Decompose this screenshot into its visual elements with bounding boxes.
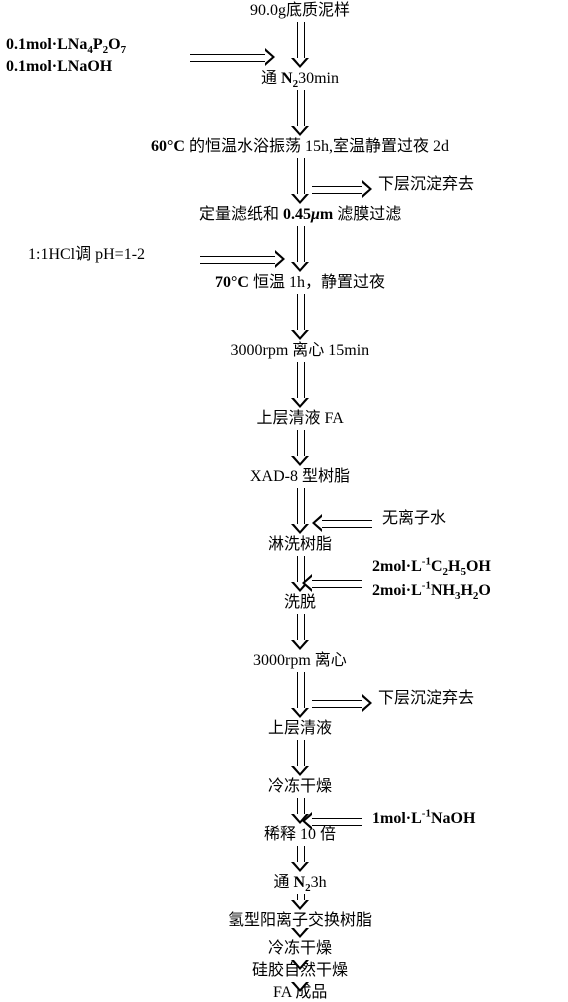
side-text-a1-0: 下层沉淀弃去 bbox=[378, 176, 474, 194]
step-s16: 冷冻干燥 bbox=[268, 940, 332, 958]
step-s8: 淋洗树脂 bbox=[268, 536, 332, 554]
side-text-a5-0: 下层沉淀弃去 bbox=[378, 690, 474, 708]
down-arrow-15 bbox=[293, 932, 307, 938]
side-text-a4-1: 2moi·L-1NH3H2O bbox=[372, 580, 491, 603]
side-arrow-a2 bbox=[200, 252, 285, 266]
step-s13: 稀释 10 倍 bbox=[264, 826, 336, 844]
step-s1: 通 N230min bbox=[261, 70, 339, 90]
step-s14: 通 N23h bbox=[274, 874, 327, 894]
down-arrow-7 bbox=[293, 488, 307, 534]
side-arrow-a3 bbox=[312, 516, 372, 530]
down-arrow-2 bbox=[293, 158, 307, 204]
down-arrow-1 bbox=[293, 90, 307, 136]
step-s6: 上层清液 FA bbox=[257, 410, 344, 428]
side-text-a0-1: 0.1mol·LNaOH bbox=[6, 58, 112, 76]
step-s15: 氢型阳离子交换树脂 bbox=[228, 912, 372, 930]
side-text-a6-0: 1mol·L-1NaOH bbox=[372, 808, 475, 828]
side-arrow-a1 bbox=[312, 182, 372, 196]
step-s10: 3000rpm 离心 bbox=[253, 652, 347, 670]
side-text-a2-0: 1:1HCl调 pH=1-2 bbox=[28, 246, 145, 264]
step-s7: XAD-8 型树脂 bbox=[250, 468, 350, 486]
side-text-a3-0: 无离子水 bbox=[382, 510, 446, 528]
down-arrow-17 bbox=[293, 982, 307, 992]
down-arrow-3 bbox=[293, 226, 307, 272]
down-arrow-0 bbox=[293, 22, 307, 68]
down-arrow-16 bbox=[293, 960, 307, 970]
step-s11: 上层清液 bbox=[268, 720, 332, 738]
side-arrow-a0 bbox=[190, 50, 275, 64]
side-arrow-a5 bbox=[312, 696, 372, 710]
step-s5: 3000rpm 离心 15min bbox=[231, 342, 370, 360]
down-arrow-11 bbox=[293, 740, 307, 776]
side-text-a0-0: 0.1mol·LNa4P2O7 bbox=[6, 36, 126, 56]
down-arrow-5 bbox=[293, 362, 307, 408]
down-arrow-14 bbox=[293, 894, 307, 910]
side-arrow-a6 bbox=[302, 814, 362, 828]
side-text-a4-0: 2mol·L-1C2H5OH bbox=[372, 556, 491, 579]
down-arrow-9 bbox=[293, 614, 307, 650]
step-s12: 冷冻干燥 bbox=[268, 778, 332, 796]
step-s3: 定量滤纸和 0.45μm 滤膜过滤 bbox=[199, 206, 401, 224]
step-s0: 90.0g底质泥样 bbox=[250, 2, 350, 20]
step-s9: 洗脱 bbox=[284, 594, 316, 612]
step-s4: 70°C 恒温 1h，静置过夜 bbox=[215, 274, 385, 292]
down-arrow-13 bbox=[293, 846, 307, 872]
down-arrow-6 bbox=[293, 430, 307, 466]
side-arrow-a4 bbox=[302, 576, 362, 590]
down-arrow-10 bbox=[293, 672, 307, 718]
down-arrow-4 bbox=[293, 294, 307, 340]
step-s2: 60°C 的恒温水浴振荡 15h,室温静置过夜 2d bbox=[151, 138, 449, 156]
